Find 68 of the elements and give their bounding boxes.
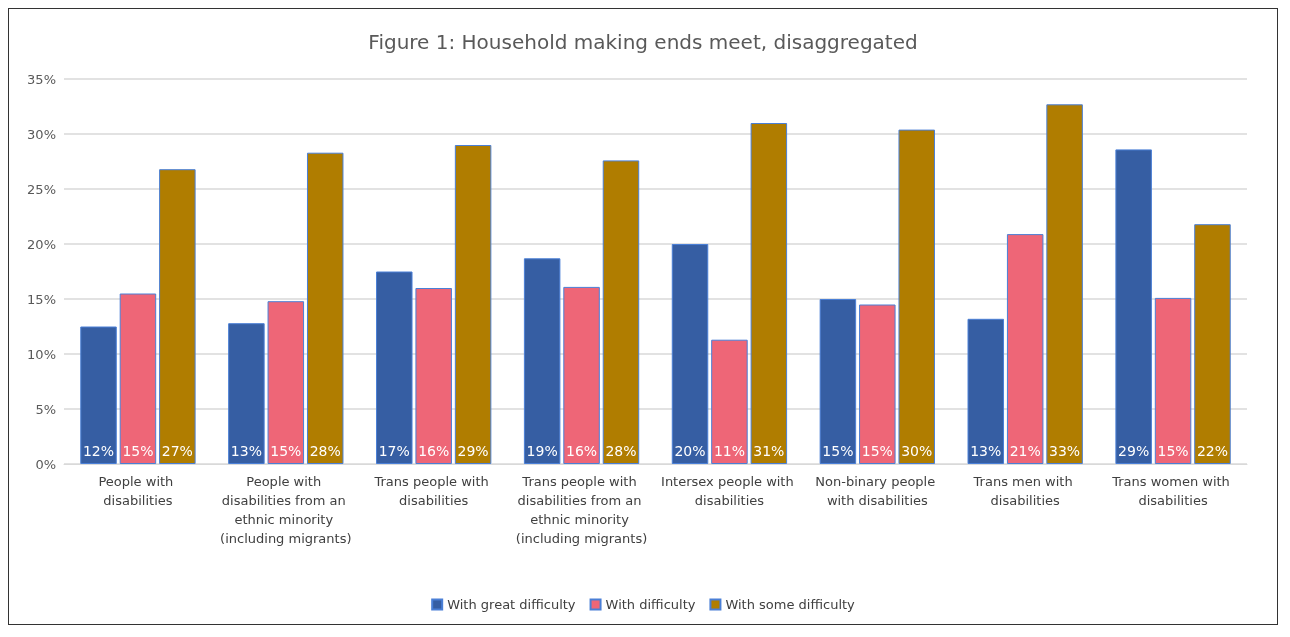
bar (602, 160, 640, 464)
data-label: 19% (526, 443, 558, 459)
bar (228, 323, 265, 464)
y-tick-label: 15% (27, 291, 56, 307)
data-label: 13% (970, 443, 1002, 459)
bar (415, 288, 452, 464)
legend-label: With difficulty (605, 597, 696, 612)
data-label: 22% (1196, 443, 1229, 459)
data-label: 31% (753, 443, 785, 459)
bar (306, 152, 344, 464)
x-tick-label: Intersex people with disabilities (661, 474, 798, 508)
y-tick-label: 25% (27, 181, 56, 197)
x-tick-label: People with disabilities (98, 474, 178, 508)
data-label: 15% (122, 443, 154, 459)
data-label: 28% (605, 443, 637, 459)
data-label: 11% (713, 443, 745, 459)
data-label: 20% (674, 443, 706, 459)
data-label: 27% (161, 443, 193, 459)
data-label: 12% (82, 443, 115, 459)
bar (711, 339, 748, 464)
data-label: 15% (270, 443, 302, 459)
bar (819, 299, 857, 464)
bar (80, 326, 117, 464)
data-label: 13% (230, 443, 262, 459)
legend-label: With some difficulty (725, 597, 856, 612)
bar (523, 258, 561, 464)
x-tick-label: Trans women with disabilities (1111, 474, 1234, 508)
bar (1194, 224, 1231, 464)
y-tick-label: 35% (27, 71, 56, 87)
data-label: 29% (457, 443, 489, 459)
chart-title: Figure 1: Household making ends meet, disaggregated (368, 30, 918, 54)
bar (119, 293, 157, 464)
bar (898, 129, 935, 464)
y-tick-label: 5% (35, 401, 56, 417)
bar (671, 244, 709, 464)
bar (563, 286, 600, 464)
x-tick-label: Trans people with disabilities from an ethnic minority (including migrants) (515, 474, 648, 546)
data-label: 17% (378, 443, 410, 459)
x-tick-label: People with disabilities from an ethnic minority (including migrants) (220, 474, 352, 546)
bar (159, 169, 196, 464)
y-tick-label: 20% (27, 236, 56, 252)
bar (967, 318, 1005, 464)
data-label: 15% (1157, 443, 1189, 459)
bar (1115, 149, 1152, 464)
x-tick-label: Trans men with disabilities (972, 474, 1077, 508)
bar (267, 301, 305, 464)
data-label: 15% (861, 443, 893, 459)
bar (454, 145, 492, 464)
x-tick-label: Trans people with disabilities (373, 474, 493, 508)
legend-label: With great difficulty (447, 597, 576, 612)
data-label: 21% (1009, 443, 1041, 459)
data-label: 33% (1049, 443, 1081, 459)
bar (1154, 297, 1192, 464)
data-label: 16% (566, 443, 598, 459)
data-label: 15% (822, 443, 854, 459)
data-label: 30% (901, 443, 933, 459)
x-tick-label: Non-binary people with disabilities (815, 474, 940, 508)
data-label: 29% (1118, 443, 1150, 459)
bar (376, 271, 413, 464)
y-tick-label: 0% (35, 456, 56, 472)
bar (750, 123, 788, 464)
y-tick-label: 30% (27, 126, 56, 142)
bar (1006, 234, 1044, 464)
bar (859, 304, 896, 464)
bar (1046, 104, 1083, 464)
data-label: 28% (309, 443, 341, 459)
data-label: 16% (418, 443, 450, 459)
y-tick-label: 10% (27, 346, 56, 362)
